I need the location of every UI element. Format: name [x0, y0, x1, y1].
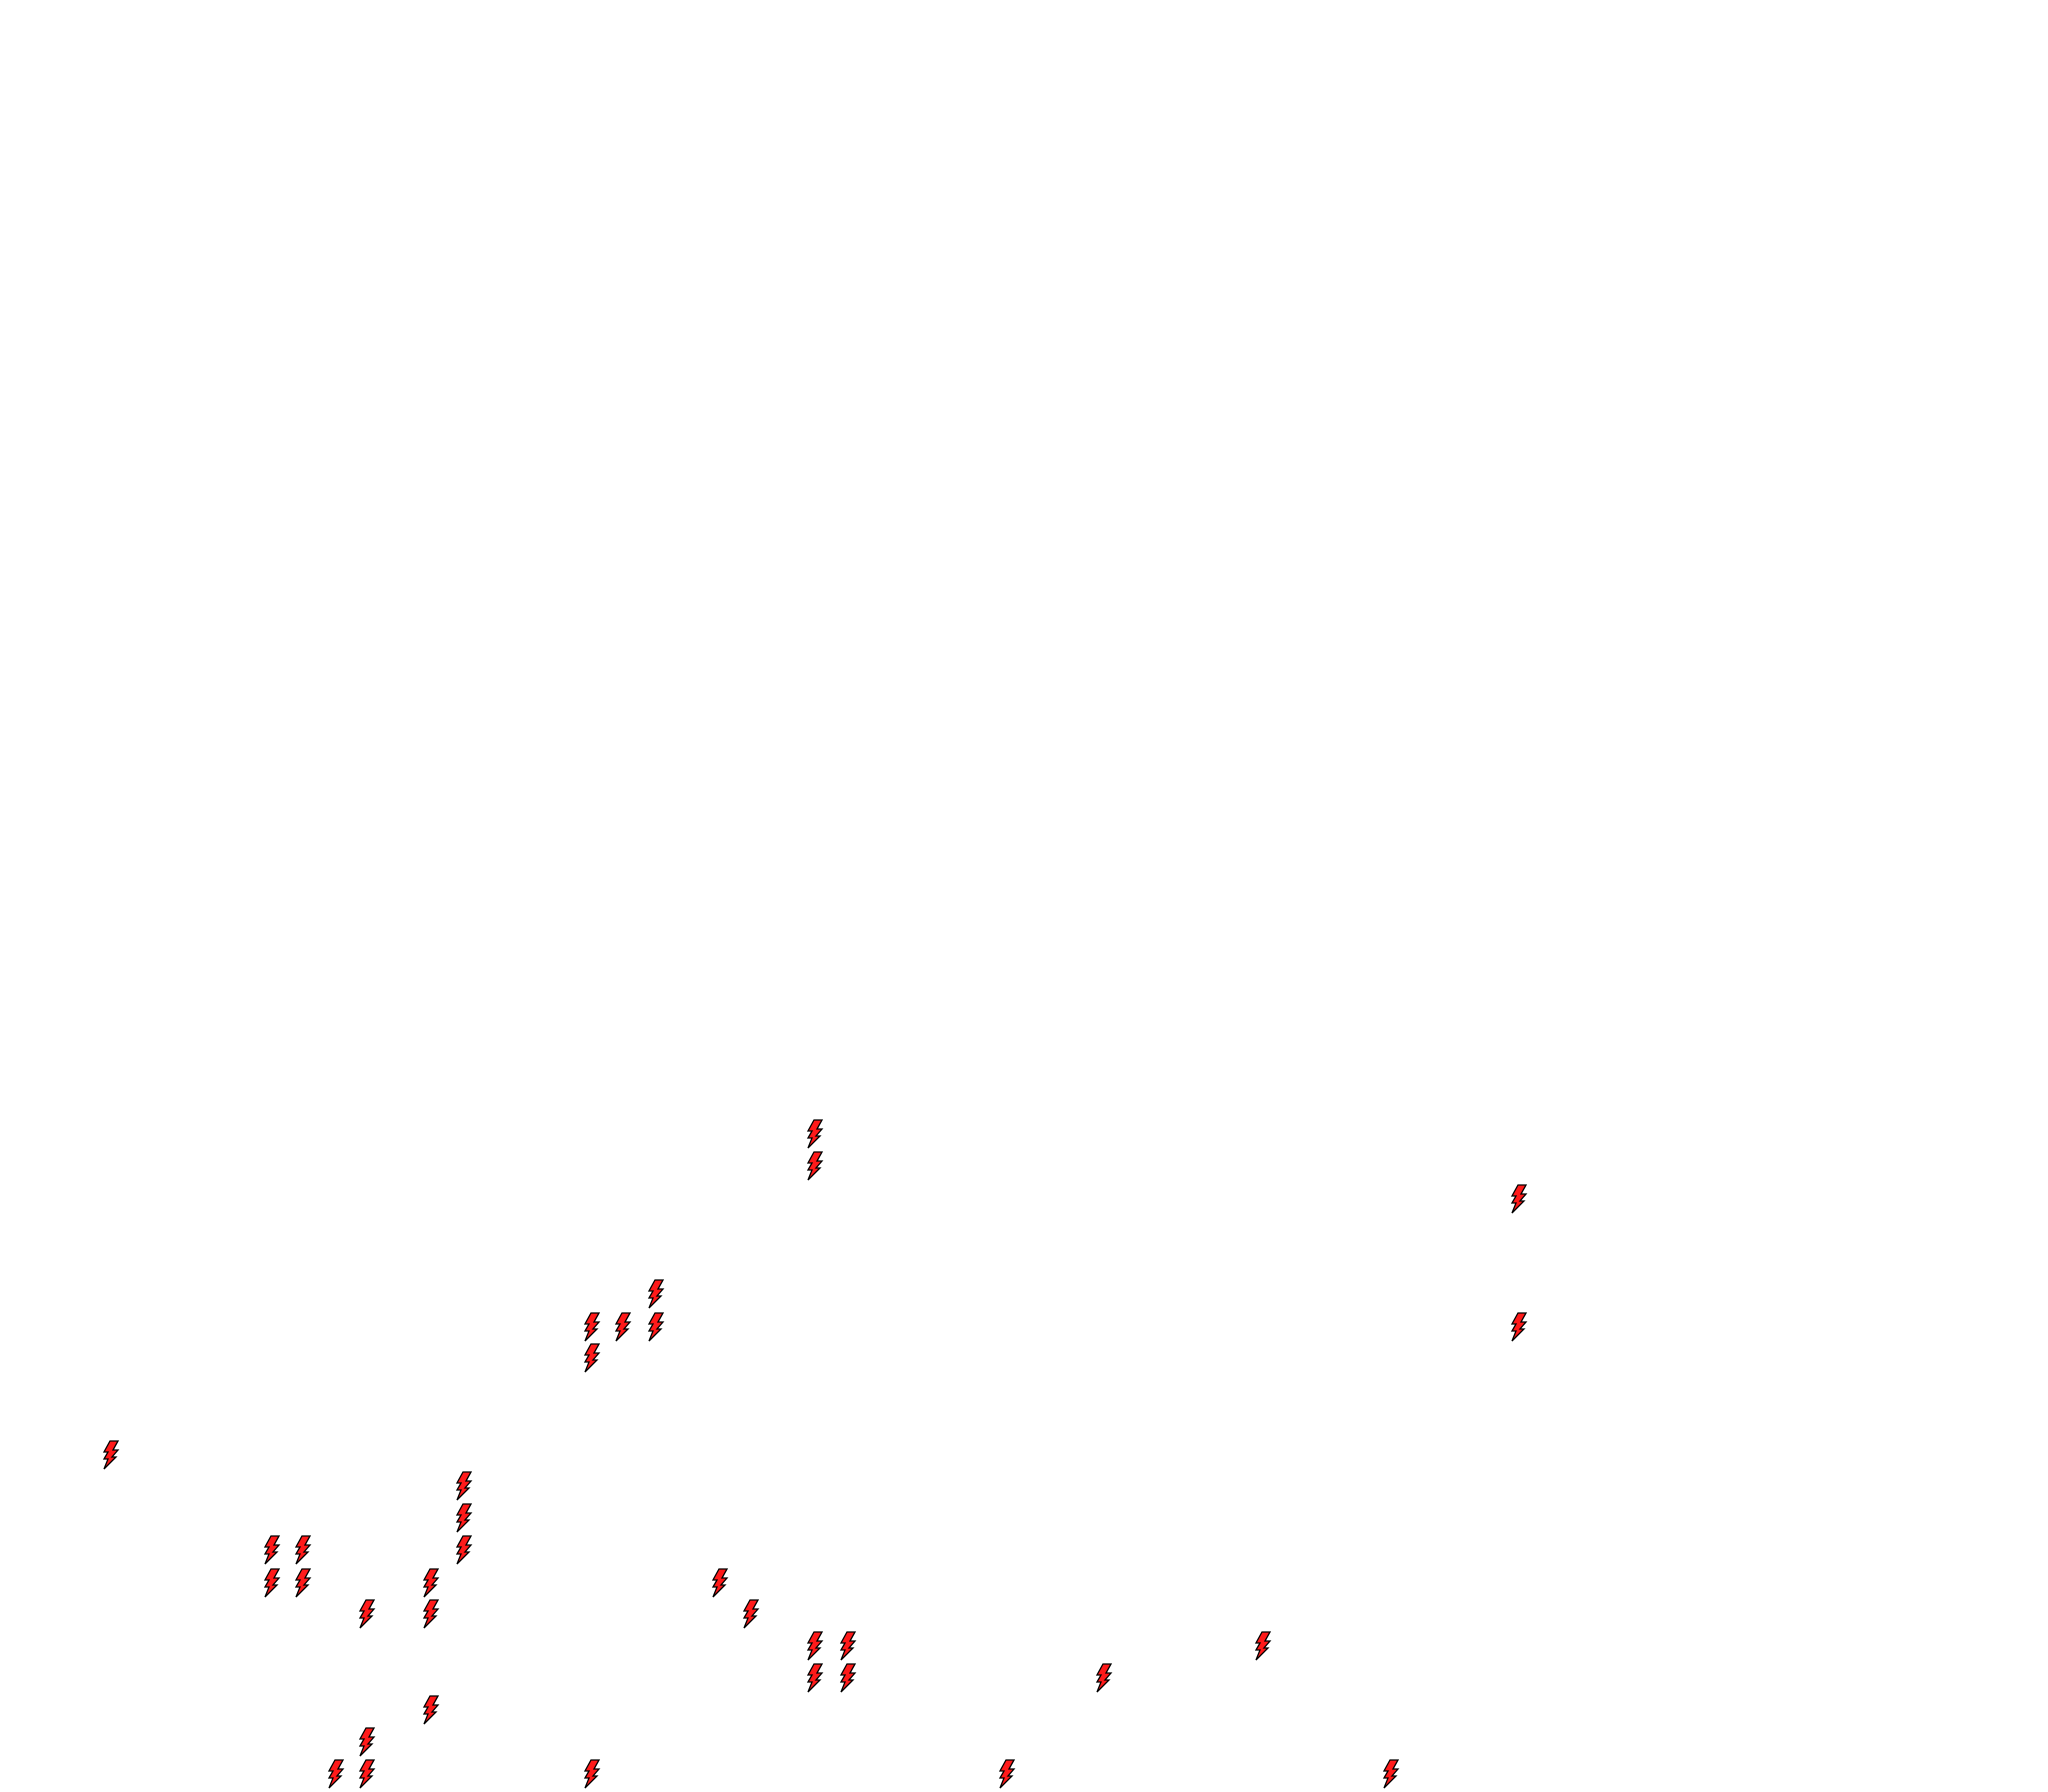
lightning-bolt-icon [646, 1279, 666, 1309]
lightning-bolt-icon [357, 1759, 377, 1789]
lightning-bolt-icon [805, 1631, 825, 1661]
lightning-bolt-icon [357, 1727, 377, 1757]
lightning-bolt-icon [838, 1631, 858, 1661]
lightning-bolt-icon [710, 1568, 730, 1598]
lightning-bolt-icon [454, 1471, 474, 1501]
lightning-bolt-icon [262, 1568, 282, 1598]
lightning-bolt-icon [805, 1151, 825, 1181]
lightning-bolt-icon [421, 1599, 441, 1629]
lightning-bolt-icon [613, 1312, 633, 1342]
lightning-bolt-icon [293, 1568, 313, 1598]
lightning-bolt-icon [1381, 1759, 1401, 1789]
lightning-bolt-icon [1509, 1184, 1529, 1214]
lightning-bolt-icon [805, 1119, 825, 1149]
lightning-bolt-icon [646, 1312, 666, 1342]
lightning-bolt-icon [421, 1695, 441, 1725]
lightning-bolt-icon [357, 1599, 377, 1629]
lightning-bolt-icon [997, 1759, 1017, 1789]
lightning-bolt-icon [454, 1503, 474, 1533]
lightning-bolt-icon [1253, 1631, 1273, 1661]
lightning-bolt-icon [1094, 1663, 1114, 1693]
lightning-bolt-icon [582, 1312, 602, 1342]
lightning-bolt-icon [326, 1759, 346, 1789]
lightning-bolt-icon [838, 1663, 858, 1693]
lightning-bolt-icon [582, 1343, 602, 1373]
lightning-bolt-icon [101, 1440, 121, 1470]
lightning-bolt-icon [741, 1599, 761, 1629]
lightning-bolt-icon [454, 1535, 474, 1565]
lightning-bolt-icon [1509, 1312, 1529, 1342]
lightning-bolt-icon [293, 1535, 313, 1565]
lightning-bolt-icon [805, 1663, 825, 1693]
lightning-bolt-icon [582, 1759, 602, 1789]
lightning-bolt-icon [262, 1535, 282, 1565]
lightning-bolt-icon [421, 1568, 441, 1598]
